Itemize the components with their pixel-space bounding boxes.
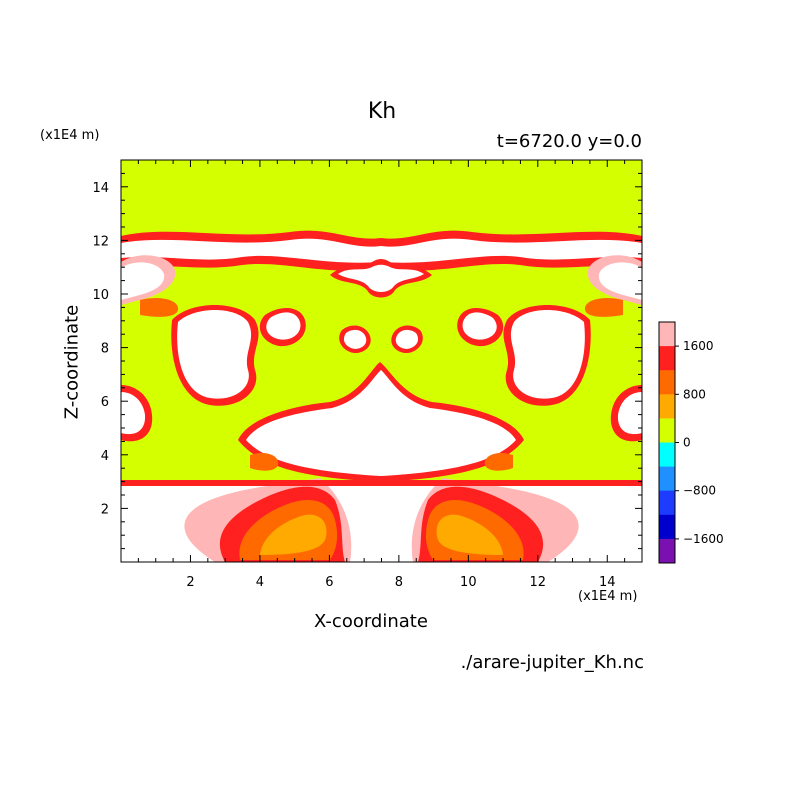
y-tick-label: 6 (101, 395, 109, 410)
contour-region (121, 262, 165, 300)
colorbar-tick-label: −800 (683, 484, 716, 498)
contour-region (266, 312, 301, 340)
time-annotation: t=6720.0 y=0.0 (496, 131, 642, 152)
contour-region (338, 264, 424, 292)
colorbar-swatch (659, 322, 675, 347)
x-axis-unit: (x1E4 m) (578, 589, 638, 604)
x-tick-label: 14 (599, 575, 616, 590)
x-axis-label: X-coordinate (314, 611, 428, 632)
contour-region (121, 480, 642, 486)
colorbar-swatch (659, 394, 675, 419)
contour-region (177, 310, 252, 399)
colorbar-swatch (659, 514, 675, 540)
x-tick-label: 10 (460, 575, 477, 590)
contour-region (121, 392, 146, 435)
colorbar-swatch (659, 346, 675, 371)
y-tick-label: 12 (92, 234, 109, 249)
contour-region (484, 453, 513, 471)
contour-region (140, 298, 179, 317)
contour-region (246, 370, 516, 476)
y-tick-label: 8 (101, 342, 109, 357)
x-tick-label: 8 (395, 575, 403, 590)
contour-region (250, 453, 279, 471)
contour-region (462, 312, 497, 340)
colorbar-tick-label: 1600 (683, 339, 714, 353)
y-tick-label: 14 (92, 181, 109, 196)
colorbar-swatch (659, 418, 675, 443)
x-tick-label: 12 (530, 575, 547, 590)
contour-region (395, 329, 419, 349)
colorbar-swatch (659, 442, 675, 468)
colorbar-tick-label: 0 (683, 436, 691, 450)
contour-field (121, 160, 642, 562)
contour-region (510, 310, 585, 399)
colorbar-swatch (659, 538, 675, 564)
contour-region (584, 298, 623, 317)
contour-region (617, 392, 642, 435)
contour-region (260, 514, 327, 555)
x-tick-label: 6 (325, 575, 333, 590)
y-axis-unit: (x1E4 m) (40, 128, 100, 143)
contour-region (598, 262, 642, 300)
y-tick-label: 10 (92, 288, 109, 303)
colorbar-tick-label: −1600 (683, 532, 724, 546)
colorbar-tick-label: 800 (683, 387, 706, 401)
y-tick-label: 4 (101, 449, 109, 464)
colorbar-swatch (659, 490, 675, 516)
colorbar-swatch (659, 370, 675, 395)
contour-region (121, 238, 642, 263)
contour-region (343, 329, 367, 349)
contour-region (436, 514, 503, 555)
y-tick-label: 2 (101, 502, 109, 517)
x-tick-label: 2 (186, 575, 194, 590)
chart-title: Kh (367, 99, 397, 124)
source-file-label: ./arare-jupiter_Kh.nc (460, 652, 644, 673)
colorbar: 1600 800 0 −800 −1600 (658, 321, 724, 564)
colorbar-swatch (659, 466, 675, 492)
axis-ticks: 2 4 6 8 10 12 14 2 4 6 8 10 12 14 (92, 160, 642, 590)
x-tick-label: 4 (256, 575, 264, 590)
